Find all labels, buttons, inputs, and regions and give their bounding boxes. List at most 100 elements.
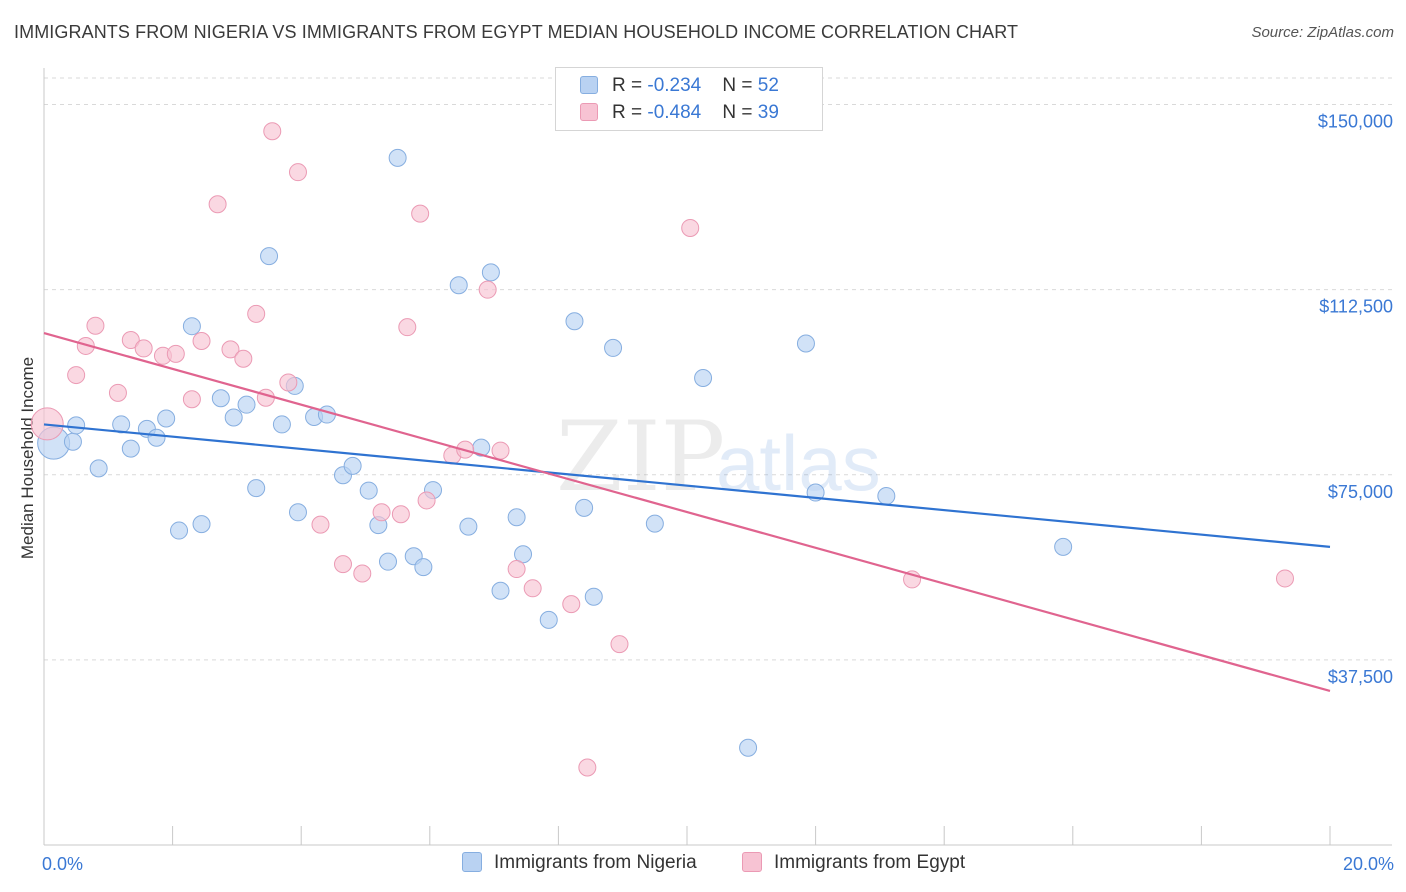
y-tick-label: $112,500 (1319, 297, 1393, 317)
nigeria-point (414, 558, 433, 577)
egypt-point (86, 316, 105, 335)
nigeria-point (272, 415, 291, 434)
nigeria-point (112, 415, 131, 434)
n-label: N = (722, 102, 758, 123)
nigeria-point (1054, 537, 1073, 556)
nigeria-point (67, 416, 86, 435)
nigeria-point (147, 428, 166, 447)
nigeria-point (645, 514, 664, 533)
egypt-point (67, 366, 86, 385)
n-label: N = (722, 75, 758, 96)
y-tick-label: $37,500 (1328, 667, 1393, 687)
nigeria-point (224, 408, 243, 427)
egypt-point (288, 163, 307, 182)
watermark-zip: ZIP (556, 401, 725, 513)
r-label: R = (612, 102, 648, 123)
stats-legend: R = -0.234 N = 52 R = -0.484 N = 39 (555, 67, 823, 131)
egypt-point (372, 503, 391, 522)
nigeria-trendline (43, 423, 1331, 548)
egypt-point (221, 340, 240, 359)
bottom-legend-swatch-egypt (742, 852, 762, 872)
nigeria-point (260, 247, 279, 266)
r-label: R = (612, 75, 648, 96)
nigeria-point (584, 587, 603, 606)
r-value-egypt: -0.484 (647, 102, 702, 123)
egypt-point (108, 383, 127, 402)
egypt-point (333, 555, 352, 574)
nigeria-point (89, 459, 108, 478)
egypt-point (681, 218, 700, 237)
egypt-point (411, 204, 430, 223)
nigeria-point (575, 498, 594, 517)
egypt-point (182, 390, 201, 409)
nigeria-point (121, 439, 140, 458)
trendlines (43, 332, 1331, 693)
egypt-trendline (43, 332, 1331, 693)
nigeria-point (157, 409, 176, 428)
egypt-point (234, 349, 253, 368)
egypt-point (391, 505, 410, 524)
bottom-legend-nigeria[interactable]: Immigrants from Nigeria (462, 852, 697, 874)
nigeria-point (379, 552, 398, 571)
nigeria-point (739, 738, 758, 757)
egypt-point (523, 579, 542, 598)
y-tick-label: $150,000 (1318, 112, 1393, 132)
egypt-point (417, 491, 436, 510)
nigeria-point (694, 369, 713, 388)
nigeria-point (481, 263, 500, 282)
nigeria-point (182, 317, 201, 336)
x-tick-label: 20.0% (1343, 854, 1394, 874)
nigeria-point (170, 521, 189, 540)
r-value-nigeria: -0.234 (647, 75, 702, 96)
egypt-point (279, 373, 298, 392)
bottom-legend-egypt[interactable]: Immigrants from Egypt (742, 852, 965, 874)
nigeria-point (211, 389, 230, 408)
nigeria-point (459, 517, 478, 536)
egypt-point (562, 595, 581, 614)
nigeria-point (237, 395, 256, 414)
egypt-point (76, 336, 95, 355)
nigeria-point (247, 479, 266, 498)
nigeria-point (359, 481, 378, 500)
egypt-point (578, 758, 597, 777)
watermark-atlas: atlas (716, 419, 881, 507)
egypt-point (491, 441, 510, 460)
chart-title: IMMIGRANTS FROM NIGERIA VS IMMIGRANTS FR… (14, 22, 1019, 42)
watermark: ZIP atlas (556, 401, 881, 513)
egypt-point (166, 344, 185, 363)
nigeria-point (288, 503, 307, 522)
gridlines (44, 77, 1392, 661)
bottom-legend-label-nigeria: Immigrants from Nigeria (494, 852, 697, 873)
egypt-point (1275, 569, 1294, 588)
nigeria-point (604, 338, 623, 357)
y-tick-label: $75,000 (1328, 482, 1393, 502)
nigeria-point (796, 334, 815, 353)
egypt-point (256, 388, 275, 407)
nigeria-points (37, 148, 1073, 757)
egypt-points (30, 122, 1294, 777)
nigeria-point (192, 515, 211, 534)
egypt-point (134, 339, 153, 358)
nigeria-point (343, 456, 362, 475)
nigeria-point (877, 487, 896, 506)
source-credit: Source: ZipAtlas.com (1251, 24, 1394, 41)
x-tick-label: 0.0% (42, 854, 83, 874)
nigeria-point (388, 148, 407, 167)
legend-swatch-nigeria (580, 76, 598, 94)
nigeria-point (63, 432, 82, 451)
nigeria-point (514, 545, 533, 564)
egypt-point (263, 122, 282, 141)
legend-row-egypt: R = -0.484 N = 39 (580, 102, 779, 124)
n-value-egypt: 39 (757, 102, 779, 123)
tick-labels: $37,500 $75,000 $112,500 $150,000 0.0% 20.0% (42, 112, 1394, 874)
egypt-point (208, 195, 227, 214)
nigeria-point (539, 610, 558, 629)
egypt-point (478, 280, 497, 299)
egypt-point (121, 331, 140, 350)
nigeria-point (565, 312, 584, 331)
bottom-legend-label-egypt: Immigrants from Egypt (774, 852, 966, 873)
egypt-point (398, 318, 417, 337)
egypt-point (610, 635, 629, 654)
egypt-point (192, 332, 211, 351)
